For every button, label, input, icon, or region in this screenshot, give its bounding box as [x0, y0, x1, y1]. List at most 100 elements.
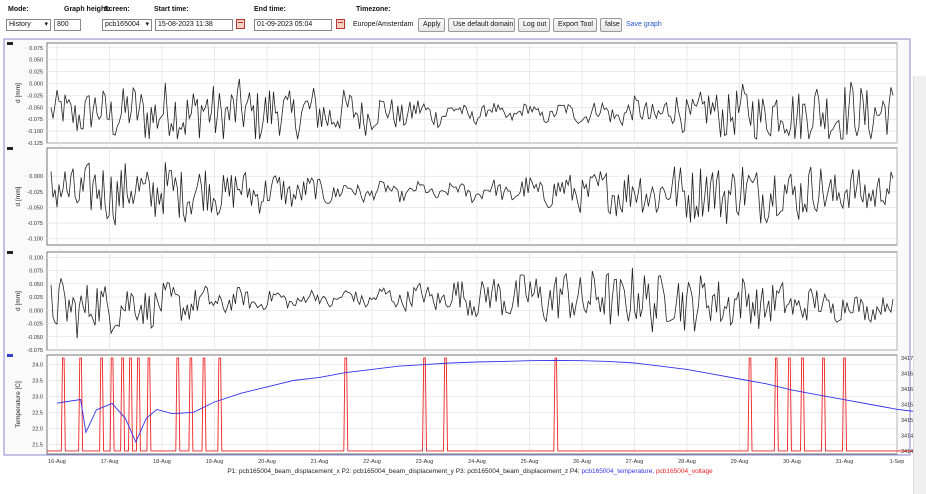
legend: P1: pcb165004_beam_displacement_x P2: pc…: [227, 468, 713, 475]
start-time-input[interactable]: 15-08-2023 11:38: [155, 19, 233, 31]
x-tick-label: 22-Aug: [363, 459, 381, 465]
use-default-domain-button[interactable]: Use default domain: [448, 18, 515, 32]
panel-4-ytick: 23.5: [32, 379, 43, 385]
x-tick-label: 23-Aug: [416, 459, 434, 465]
x-tick-label: 31-Aug: [836, 459, 854, 465]
panel-4-y2tick: 3414.0: [901, 449, 918, 455]
panel-3-marker: [7, 251, 13, 254]
panel-1-ytick: -0.100: [27, 129, 43, 135]
panel-4-y2tick: 3416.5: [901, 372, 918, 378]
panel-2-series-line: [50, 162, 894, 226]
graph-height-input[interactable]: 800: [54, 19, 81, 31]
start-time-label: Start time:: [154, 6, 189, 13]
panel-4-y2tick: 3415.0: [901, 418, 918, 424]
panel-4-ytick: 24.0: [32, 363, 43, 369]
screen-select[interactable]: pcb165004: [102, 19, 152, 31]
legend-p2: P2: pcb165004_beam_displacement_y: [342, 468, 456, 475]
panel-2-ytick: -0.075: [27, 221, 43, 227]
x-tick-label: 30-Aug: [783, 459, 801, 465]
legend-p1: P1: pcb165004_beam_displacement_x: [227, 468, 341, 475]
panel-2-ylabel: d [mm]: [15, 186, 22, 206]
x-tick-label: 16-Aug: [48, 459, 66, 465]
graph-height-value: 800: [57, 21, 69, 28]
panel-1-ytick: 0.050: [29, 58, 43, 64]
panel-3-ytick: 0.050: [29, 282, 43, 288]
x-tick-label: 26-Aug: [573, 459, 591, 465]
legend-p4-volt: pcb165004_voltage: [656, 468, 713, 475]
panel-4-y2tick: 3414.5: [901, 433, 918, 439]
panel-1-series-line: [50, 78, 894, 140]
panel-1-ytick: 0.025: [29, 70, 43, 76]
temperature-series-line: [56, 359, 926, 444]
apply-button[interactable]: Apply: [418, 18, 445, 32]
panel-4-ytick: 22.0: [32, 426, 43, 432]
mode-select[interactable]: History: [6, 19, 51, 31]
x-tick-label: 18-Aug: [153, 459, 171, 465]
panel-2-ytick: -0.100: [27, 237, 43, 243]
legend-p4-temp: pcb165004_temperature,: [581, 468, 655, 475]
chart-svg: 0.075 0.050 0.025 0.000 -0.025 -0.050 -0.075 -0…: [3, 38, 926, 475]
panel-1-ytick: -0.050: [27, 105, 43, 111]
end-calendar-icon[interactable]: [336, 19, 345, 29]
panel-2-frame: [46, 147, 898, 246]
panel-3-ylabel: d [mm]: [15, 291, 22, 311]
x-tick-label: 17-Aug: [101, 459, 119, 465]
x-tick-label: 20-Aug: [258, 459, 276, 465]
end-time-label: End time:: [254, 6, 286, 13]
start-calendar-icon[interactable]: [236, 19, 245, 29]
x-tick-label: 1-Sep: [890, 459, 905, 465]
end-time-value: 01-09-2023 05:04: [257, 21, 313, 28]
x-tick-label: 25-Aug: [521, 459, 539, 465]
x-tick-label: 21-Aug: [311, 459, 329, 465]
panel-2-ytick: 0.000: [29, 174, 43, 180]
vertical-scrollbar[interactable]: [913, 76, 926, 494]
panel-1-ylabel: d [mm]: [15, 83, 22, 103]
panel-1-ytick: 0.075: [29, 46, 43, 52]
panel-3-ytick: 0.100: [29, 255, 43, 261]
panel-3-ytick: -0.050: [27, 335, 43, 341]
panel-4-ytick: 21.5: [32, 442, 43, 448]
panel-4-frame: [46, 354, 898, 455]
panel-2-ytick: -0.025: [27, 190, 43, 196]
panel-4-ytick: 23.0: [32, 395, 43, 401]
panel-2-marker: [7, 147, 13, 150]
start-time-value: 15-08-2023 11:38: [158, 21, 213, 28]
panel-3-ytick: 0.075: [29, 269, 43, 275]
panel-3-ytick: 0.000: [29, 308, 43, 314]
screen-value: pcb165004: [105, 21, 140, 28]
graph-height-label: Graph height:: [64, 6, 110, 13]
panel-1-frame: [46, 42, 898, 144]
legend-p3: P3: pcb165004_beam_displacement_z: [456, 468, 570, 475]
timezone-value: Europe/Amsterdam: [353, 21, 414, 28]
x-tick-label: 29-Aug: [731, 459, 749, 465]
panel-1-ytick: -0.125: [27, 141, 43, 147]
panel-4-ytick: 22.5: [32, 410, 43, 416]
panel-4-y2tick: 3416.0: [901, 387, 918, 393]
mode-value: History: [9, 21, 31, 28]
panel-4-y2tick: 3415.5: [901, 403, 918, 409]
x-tick-label: 24-Aug: [468, 459, 486, 465]
end-time-input[interactable]: 01-09-2023 05:04: [254, 19, 332, 31]
legend-p4: P4:: [570, 468, 582, 475]
panel-3-frame: [46, 251, 898, 351]
x-tick-label: 19-Aug: [206, 459, 224, 465]
screen-label: Screen:: [104, 6, 130, 13]
panel-1-ytick: 0.000: [29, 81, 43, 87]
panel-3-ytick: -0.075: [27, 348, 43, 354]
x-tick-label: 27-Aug: [626, 459, 644, 465]
timezone-label: Timezone:: [356, 6, 391, 13]
panel-3-ytick: -0.025: [27, 322, 43, 328]
save-graph-link[interactable]: Save graph: [626, 21, 662, 28]
panel-3-series-line: [50, 267, 894, 339]
panel-1-ytick: -0.075: [27, 117, 43, 123]
panel-3-ytick: 0.025: [29, 295, 43, 301]
panel-4-ylabel: Temperature [C]: [15, 381, 22, 428]
export-tool-button[interactable]: Export Tool: [553, 18, 597, 32]
panel-1-marker: [7, 42, 13, 45]
false-button[interactable]: false: [600, 18, 622, 32]
panel-2-ytick: -0.050: [27, 205, 43, 211]
panel-4-y2tick: 3417.0: [901, 356, 918, 362]
panel-4-marker: [7, 354, 13, 357]
graph-area: 0.075 0.050 0.025 0.000 -0.025 -0.050 -0.075 -0…: [0, 36, 926, 494]
logout-button[interactable]: Log out: [518, 18, 550, 32]
